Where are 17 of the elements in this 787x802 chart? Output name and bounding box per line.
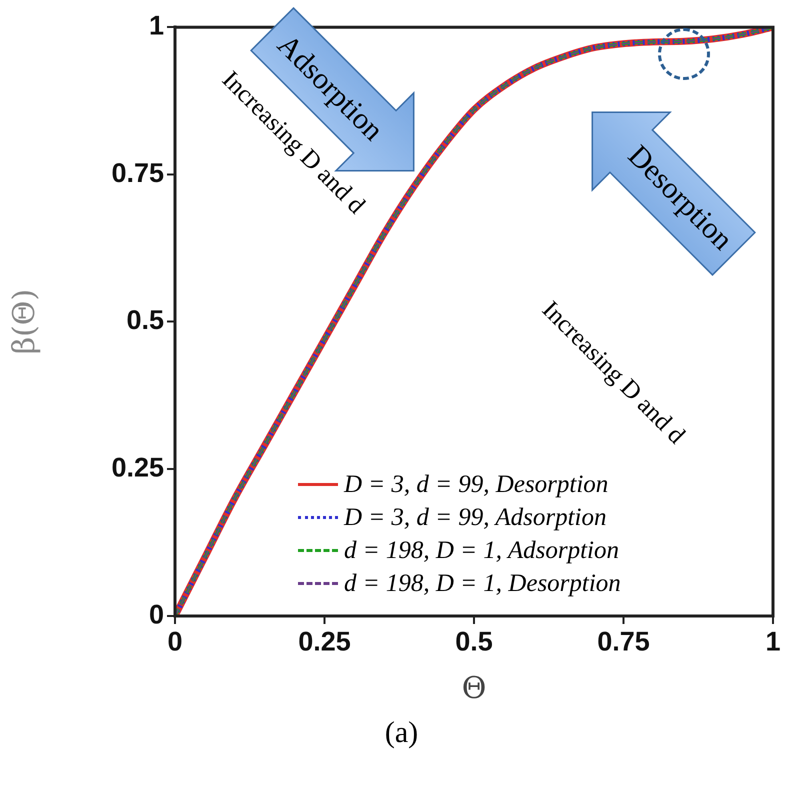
y-tick-label: 0.25 xyxy=(111,452,164,482)
x-tick-label: 0.25 xyxy=(298,626,351,657)
y-tick-label: 1 xyxy=(148,10,164,41)
x-tick-label: 0.5 xyxy=(455,626,493,657)
x-tick-label: 0.75 xyxy=(597,626,650,657)
legend-label: d = 198, D = 1, Adsorption xyxy=(344,536,619,566)
x-axis-title: Θ xyxy=(462,670,486,706)
legend-label: D = 3, d = 99, Desorption xyxy=(344,470,608,500)
legend-label: d = 198, D = 1, Desorption xyxy=(344,569,621,599)
y-tick-label: 0.75 xyxy=(111,158,164,188)
y-tick-label: 0 xyxy=(148,599,164,630)
y-tick-label: 0.5 xyxy=(126,305,164,336)
text: (a) xyxy=(384,716,420,750)
x-tick-label: 1 xyxy=(765,626,781,657)
y-axis-title: β(Θ) xyxy=(6,288,42,354)
x-tick-label: 0 xyxy=(167,626,183,657)
legend-label: D = 3, d = 99, Adsorption xyxy=(344,503,606,533)
